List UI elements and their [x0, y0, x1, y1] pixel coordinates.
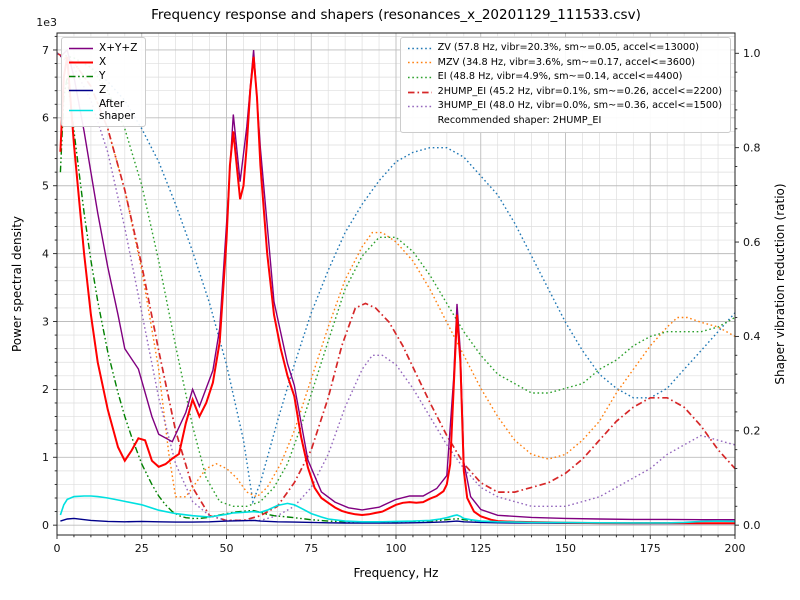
x-tick-label: 75: [304, 542, 318, 555]
shaper-curve-mzv: [57, 52, 735, 498]
y-left-tick-label: 1: [42, 451, 49, 464]
tick-labels: 0 25 50 75 100 125 150 175 200 0 1 2 3 4 5 6 7 0.0 0.2 0.4 0…: [36, 16, 760, 555]
psd-curve-x: [59, 56, 735, 525]
legend-item: After shaper: [68, 98, 137, 122]
legend-label: 2HUMP_EI (45.2 Hz, vibr=0.1%, sm~=0.26, …: [437, 85, 722, 97]
x-axis-label: Frequency, Hz: [353, 566, 439, 580]
legend-label: ZV (57.8 Hz, vibr=20.3%, sm~=0.05, accel…: [437, 42, 700, 53]
legend-label: X: [99, 56, 107, 69]
y-left-tick-label: 3: [42, 315, 49, 328]
legend-label: Z: [99, 84, 107, 97]
chart-title: Frequency response and shapers (resonanc…: [151, 7, 641, 23]
legend-line-sample: [407, 72, 433, 83]
x-tick-label: 125: [470, 542, 491, 555]
legend-item: X: [68, 56, 137, 68]
psd-curve-y: [59, 76, 735, 524]
x-tick-label: 175: [640, 542, 661, 555]
legend-line-sample: [407, 87, 433, 98]
shaper-curve-3hump-ei: [57, 52, 735, 522]
x-tick-label: 25: [135, 542, 149, 555]
series-curves: [57, 48, 735, 525]
legend-sample-spacer: [407, 116, 433, 127]
legend-item: 2HUMP_EI (45.2 Hz, vibr=0.1%, sm~=0.26, …: [407, 86, 722, 99]
legend-label: Y: [99, 70, 106, 83]
y-left-offset-label: 1e3: [36, 16, 57, 29]
legend-label: After shaper: [99, 98, 136, 123]
shaper-legend: ZV (57.8 Hz, vibr=20.3%, sm~=0.05, accel…: [399, 37, 731, 133]
legend-item: Y: [68, 70, 137, 82]
plot-border: [56, 32, 736, 536]
grid-major: [57, 33, 735, 535]
psd-curve-x-y-z: [59, 48, 735, 521]
y-right-tick-label: 1.0: [743, 47, 761, 60]
y-left-tick-label: 4: [42, 247, 49, 260]
y-left-tick-label: 6: [42, 112, 49, 125]
x-tick-label: 100: [386, 542, 407, 555]
legend-item: EI (48.8 Hz, vibr=4.9%, sm~=0.14, accel<…: [407, 71, 722, 84]
y-right-tick-label: 0.8: [743, 141, 761, 154]
x-tick-label: 150: [555, 542, 576, 555]
y-axis-left-label: Power spectral density: [10, 215, 24, 353]
legend-line-sample: [407, 101, 433, 112]
legend-label: 3HUMP_EI (48.0 Hz, vibr=0.0%, sm~=0.36, …: [437, 100, 722, 112]
y-left-tick-label: 7: [42, 44, 49, 57]
x-tick-label: 50: [220, 542, 234, 555]
legend-label: Recommended shaper: 2HUMP_EI: [437, 115, 602, 127]
legend-line-sample: [68, 43, 94, 54]
y-right-tick-label: 0.6: [743, 236, 761, 249]
y-left-tick-label: 2: [42, 383, 49, 396]
legend-item: Z: [68, 84, 137, 96]
legend-item: X+Y+Z: [68, 42, 137, 54]
y-axis-right-label: Shaper vibration reduction (ratio): [773, 183, 787, 385]
legend-item: 3HUMP_EI (48.0 Hz, vibr=0.0%, sm~=0.36, …: [407, 100, 722, 113]
psd-legend: X+Y+Z X Y Z After shaper: [61, 37, 147, 128]
y-right-tick-label: 0.4: [743, 330, 761, 343]
y-right-tick-label: 0.2: [743, 425, 761, 438]
legend-item: ZV (57.8 Hz, vibr=20.3%, sm~=0.05, accel…: [407, 42, 722, 55]
legend-line-sample: [68, 105, 94, 116]
legend-label: X+Y+Z: [99, 42, 138, 54]
y-right-tick-label: 0.0: [743, 519, 761, 532]
recommended-shaper-note: Recommended shaper: 2HUMP_EI: [407, 115, 722, 128]
legend-label: EI (48.8 Hz, vibr=4.9%, sm~=0.14, accel<…: [437, 71, 683, 83]
legend-line-sample: [68, 71, 94, 82]
legend-label: MZV (34.8 Hz, vibr=3.6%, sm~=0.17, accel…: [437, 56, 696, 68]
legend-line-sample: [407, 57, 433, 68]
x-tick-label: 0: [54, 542, 61, 555]
x-tick-label: 200: [725, 542, 746, 555]
shaper-curve-2hump-ei: [57, 52, 735, 522]
legend-line-sample: [68, 85, 94, 96]
y-left-tick-label: 5: [42, 180, 49, 193]
psd-curve-after-shaper: [59, 495, 735, 524]
y-left-tick-label: 0: [42, 519, 49, 532]
legend-line-sample: [68, 57, 94, 68]
legend-item: MZV (34.8 Hz, vibr=3.6%, sm~=0.17, accel…: [407, 57, 722, 70]
legend-line-sample: [407, 43, 433, 54]
